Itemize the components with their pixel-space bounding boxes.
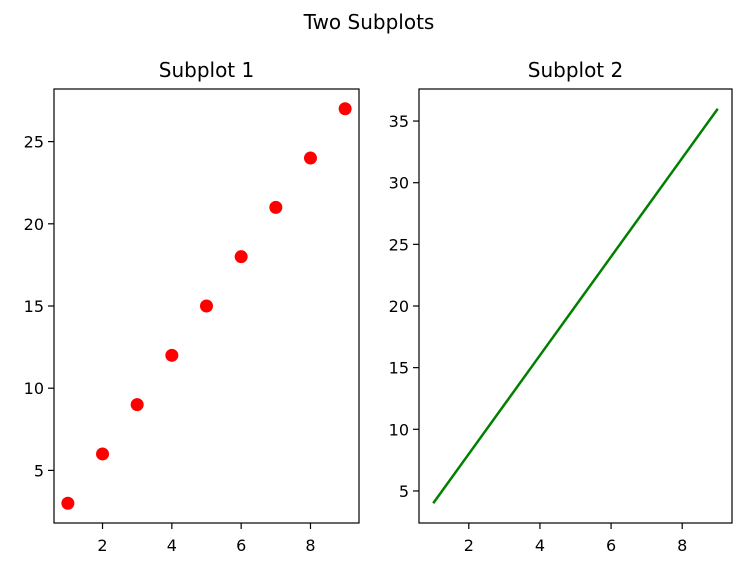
y-tick-label: 10 (24, 379, 44, 398)
y-tick-label: 35 (389, 112, 409, 131)
x-tick-label: 4 (167, 536, 177, 555)
y-tick-label: 20 (24, 215, 44, 234)
x-tick-label: 4 (535, 536, 545, 555)
data-point (96, 447, 110, 461)
y-tick-label: 5 (34, 461, 44, 480)
y-tick-label: 10 (389, 420, 409, 439)
x-tick-label: 8 (677, 536, 687, 555)
y-tick-label: 5 (399, 482, 409, 501)
y-tick-label: 15 (389, 359, 409, 378)
data-point (165, 348, 179, 362)
subplot-title: Subplot 2 (528, 58, 623, 82)
subplot-title: Subplot 1 (159, 58, 254, 82)
data-point (130, 398, 144, 412)
data-point (269, 200, 283, 214)
x-tick-label: 2 (464, 536, 474, 555)
x-tick-label: 8 (305, 536, 315, 555)
x-tick-label: 2 (97, 536, 107, 555)
x-tick-label: 6 (236, 536, 246, 555)
data-point (338, 102, 352, 116)
x-tick-label: 6 (606, 536, 616, 555)
y-tick-label: 20 (389, 297, 409, 316)
data-point (61, 496, 75, 510)
y-tick-label: 15 (24, 297, 44, 316)
y-tick-label: 25 (389, 235, 409, 254)
subplot-1: Subplot 1 2 4 6 8 5 10 15 20 25 (24, 58, 360, 555)
subplot-2: Subplot 2 2 4 6 8 5 10 15 20 25 30 35 (389, 58, 733, 555)
data-point (303, 151, 317, 165)
data-point (234, 250, 248, 264)
y-tick-label: 25 (24, 133, 44, 152)
figure-suptitle: Two Subplots (303, 10, 435, 34)
y-tick-label: 30 (389, 174, 409, 193)
data-point (200, 299, 213, 313)
series-line (432, 107, 719, 505)
